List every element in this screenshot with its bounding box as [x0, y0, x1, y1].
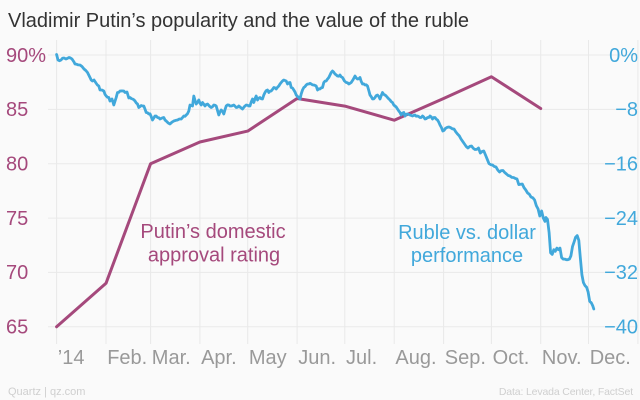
svg-text:70: 70 [6, 262, 28, 284]
svg-text:Aug.: Aug. [395, 347, 436, 369]
svg-text:0%: 0% [609, 45, 638, 67]
svg-text:approval rating: approval rating [148, 245, 280, 267]
svg-text:−8: −8 [615, 99, 638, 121]
svg-text:Oct.: Oct. [493, 347, 530, 369]
svg-text:Jun.: Jun. [298, 347, 336, 369]
svg-text:Data: Levada Center, FactSet: Data: Levada Center, FactSet [499, 386, 633, 398]
svg-text:Quartz | qz.com: Quartz | qz.com [8, 386, 85, 398]
svg-text:75: 75 [6, 208, 28, 230]
svg-text:Putin’s domestic: Putin’s domestic [140, 221, 285, 243]
svg-text:−16: −16 [604, 154, 638, 176]
svg-text:May: May [249, 347, 287, 369]
svg-text:85: 85 [6, 99, 28, 121]
svg-text:65: 65 [6, 316, 28, 338]
svg-text:Vladimir Putin’s popularity an: Vladimir Putin’s popularity and the valu… [8, 10, 469, 32]
svg-text:Nov.: Nov. [542, 347, 582, 369]
svg-text:90%: 90% [6, 45, 46, 67]
svg-text:Mar.: Mar. [152, 347, 191, 369]
svg-text:Ruble vs. dollar: Ruble vs. dollar [398, 222, 536, 244]
svg-text:−40: −40 [604, 316, 638, 338]
svg-text:Sep.: Sep. [445, 347, 486, 369]
svg-text:Jul.: Jul. [346, 347, 377, 369]
svg-text:Dec.: Dec. [590, 347, 631, 369]
svg-text:’14: ’14 [58, 347, 85, 369]
svg-text:−32: −32 [604, 262, 638, 284]
svg-text:performance: performance [411, 245, 523, 267]
svg-text:80: 80 [6, 154, 28, 176]
svg-text:Feb.: Feb. [107, 347, 147, 369]
svg-text:−24: −24 [604, 208, 638, 230]
svg-text:Apr.: Apr. [201, 347, 237, 369]
